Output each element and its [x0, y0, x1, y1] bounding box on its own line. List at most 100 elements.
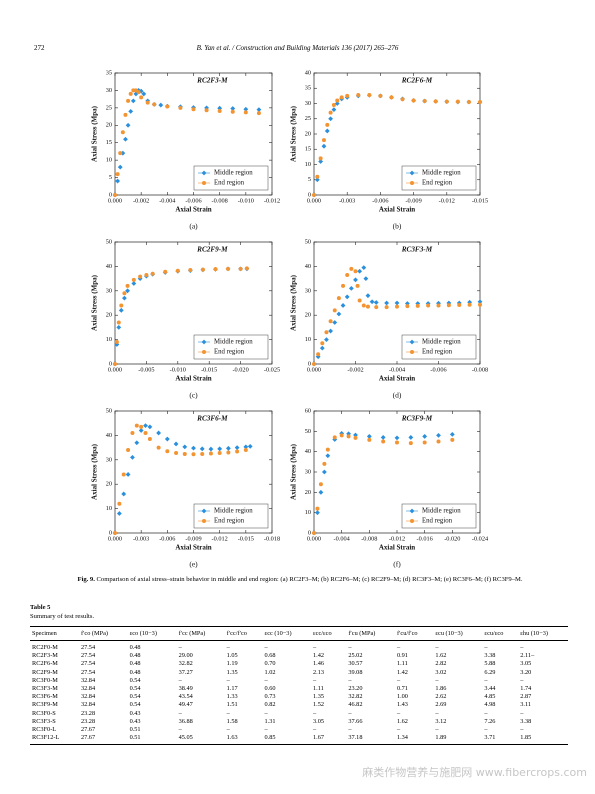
legend-label: Middle region	[422, 170, 461, 177]
table-cell: 43.54	[178, 693, 193, 701]
marker	[191, 452, 196, 457]
marker	[384, 300, 390, 306]
x-tick-label: -0.015	[472, 197, 488, 204]
x-tick-label: 0.000	[108, 197, 122, 204]
marker	[141, 91, 147, 97]
marker	[200, 451, 205, 456]
x-tick-label: -0.018	[264, 535, 280, 542]
table-cell: 23.28	[80, 709, 96, 717]
table-cell: –	[484, 709, 488, 717]
x-tick-label: -0.012	[439, 197, 455, 204]
table-cell: 32.84	[80, 701, 96, 709]
y-tick-label: 15	[106, 139, 112, 146]
column-header: εcu/εco	[482, 626, 519, 641]
table-cell: 3.44	[484, 684, 496, 692]
marker	[320, 341, 325, 346]
table-body: RC2F0-M 27.54 0.48 – – – – – – – – – RC2F3-M 27.54 0.4…	[30, 641, 568, 746]
marker	[328, 319, 333, 324]
marker	[409, 170, 415, 176]
figure-text: Comparison of axial stress–strain behavi…	[96, 576, 523, 583]
marker	[117, 501, 122, 506]
table-cell: 3.11	[520, 701, 532, 709]
table-cell: 2.62	[435, 693, 447, 701]
table-cell: –	[313, 676, 317, 684]
table-cell: 1.63	[224, 733, 263, 746]
chart-title: RC2F6-M	[401, 77, 433, 85]
marker	[378, 93, 383, 98]
marker	[202, 519, 206, 523]
table-cell: 1.11	[396, 660, 408, 668]
marker	[138, 428, 144, 433]
table-cell: 39.08	[348, 668, 363, 676]
marker	[422, 440, 427, 445]
x-tick-label: -0.009	[185, 535, 201, 542]
marker	[113, 362, 117, 366]
legend-label: Middle region	[422, 508, 461, 515]
marker	[145, 100, 150, 105]
marker	[152, 102, 157, 107]
marker	[126, 98, 131, 103]
y-tick-label: 35	[305, 85, 311, 92]
marker	[115, 178, 121, 184]
marker	[410, 350, 414, 354]
marker	[319, 345, 325, 351]
y-axis-label: Axial Stress (Mpa)	[91, 274, 99, 331]
marker	[361, 265, 367, 271]
column-header: f′cu (MPa)	[346, 626, 395, 641]
marker	[325, 453, 331, 459]
marker	[119, 303, 124, 308]
marker	[405, 304, 410, 309]
column-header: f′cc/f′co	[224, 626, 263, 641]
marker	[328, 110, 333, 115]
legend-label: End region	[422, 518, 453, 525]
table-cell: 3.02	[435, 668, 447, 676]
marker	[446, 303, 451, 308]
legend-box	[193, 503, 269, 529]
table-cell: 1.43	[396, 701, 408, 709]
marker	[202, 350, 206, 354]
table-cell: –	[520, 725, 524, 733]
y-tick-label: 60	[305, 407, 311, 414]
x-axis-label: Axial Strain	[379, 375, 415, 383]
marker	[318, 159, 324, 164]
figure: 0.000 -0.002 -0.004 -0.006 -0.008 -0.010 -0.01…	[91, 69, 489, 568]
column-header: εcc/εco	[311, 626, 347, 641]
table-cell: 0.48	[129, 660, 141, 668]
table-cell: 2.13	[313, 668, 325, 676]
y-tick-label: 20	[106, 312, 112, 319]
x-tick-label: -0.002	[347, 366, 363, 373]
marker	[331, 107, 337, 112]
marker	[328, 116, 333, 122]
marker	[116, 320, 121, 325]
chart-title: RC2F9-M	[196, 246, 228, 254]
legend-box	[193, 334, 269, 360]
marker	[133, 91, 139, 97]
marker	[230, 106, 236, 111]
table-cell: –	[178, 644, 182, 651]
marker	[182, 451, 187, 456]
table-cell: RC3F3-S	[32, 717, 56, 725]
table-cell: RC3F6-M	[32, 693, 58, 701]
table-cell: 6.29	[484, 668, 496, 676]
table-row: RC3F0-L 27.67 0.51 – – – – – – – – –	[30, 725, 568, 733]
table-cell: 27.54	[80, 644, 96, 651]
column-header: f′co (MPa)	[78, 626, 128, 641]
table-cell: RC3F12-L	[30, 733, 79, 746]
marker	[147, 437, 152, 442]
marker	[217, 446, 223, 452]
table-cell: –	[520, 709, 524, 717]
legend-box	[193, 165, 269, 191]
y-tick-label: 50	[305, 428, 311, 435]
table-cell: –	[178, 725, 182, 733]
x-tick-label: -0.002	[133, 197, 149, 204]
marker	[144, 272, 149, 277]
marker	[312, 362, 316, 366]
y-tick-label: 0	[109, 360, 112, 367]
table-row: RC2F9-M 27.54 0.48 37.27 1.35 1.02 2.13 39.08 1.…	[30, 668, 568, 676]
marker	[312, 531, 316, 535]
table-cell: 3.05	[313, 717, 325, 725]
marker	[410, 519, 414, 523]
marker	[174, 450, 179, 455]
marker	[156, 430, 162, 436]
